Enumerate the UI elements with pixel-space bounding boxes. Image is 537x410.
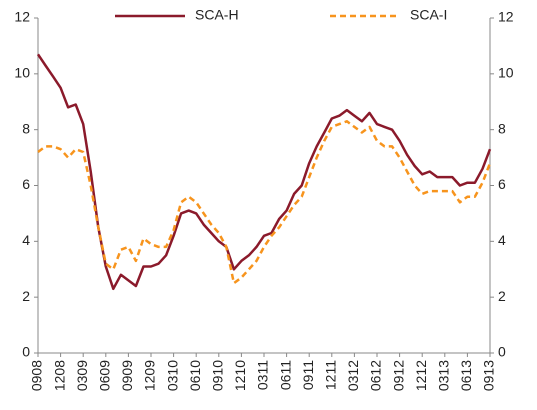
x-tick-label: 0610 <box>187 360 203 391</box>
x-tick-label: 1209 <box>142 360 158 391</box>
x-tick-label: 0613 <box>458 360 474 391</box>
y2-tick-label: 8 <box>498 120 506 136</box>
y2-tick-label: 12 <box>498 9 514 25</box>
x-tick-label: 0910 <box>210 360 226 391</box>
y-tick-label: 4 <box>22 232 30 248</box>
y-tick-label: 6 <box>22 176 30 192</box>
x-tick-label: 1208 <box>51 360 67 391</box>
x-tick-label: 1212 <box>413 360 429 391</box>
y-tick-label: 0 <box>22 344 30 360</box>
x-tick-label: 0909 <box>119 360 135 391</box>
y2-tick-label: 10 <box>498 65 514 81</box>
y2-tick-label: 6 <box>498 176 506 192</box>
x-tick-label: 0913 <box>481 360 497 391</box>
x-tick-label: 0311 <box>255 360 271 390</box>
series-line <box>37 120 492 285</box>
x-tick-label: 0609 <box>97 360 113 391</box>
legend-label: SCA-H <box>195 7 239 23</box>
y2-tick-label: 0 <box>498 344 506 360</box>
x-tick-label: 1211 <box>323 360 339 390</box>
x-tick-label: 0309 <box>74 360 90 391</box>
y2-tick-label: 4 <box>498 232 506 248</box>
x-tick-label: 0312 <box>345 360 361 391</box>
x-tick-label: 0911 <box>300 360 316 390</box>
x-tick-label: 0912 <box>390 360 406 391</box>
x-tick-label: 0310 <box>164 360 180 391</box>
y-tick-label: 2 <box>22 288 30 304</box>
series-line <box>36 53 492 291</box>
x-tick-label: 0612 <box>368 360 384 391</box>
y-tick-label: 12 <box>14 9 30 25</box>
y2-tick-label: 2 <box>498 288 506 304</box>
x-tick-label: 0313 <box>436 360 452 391</box>
x-tick-label: 0908 <box>29 360 45 391</box>
legend-label: SCA-I <box>410 7 447 23</box>
x-tick-label: 0611 <box>277 360 293 390</box>
y-tick-label: 8 <box>22 120 30 136</box>
y-tick-label: 10 <box>14 65 30 81</box>
x-tick-label: 1210 <box>232 360 248 391</box>
